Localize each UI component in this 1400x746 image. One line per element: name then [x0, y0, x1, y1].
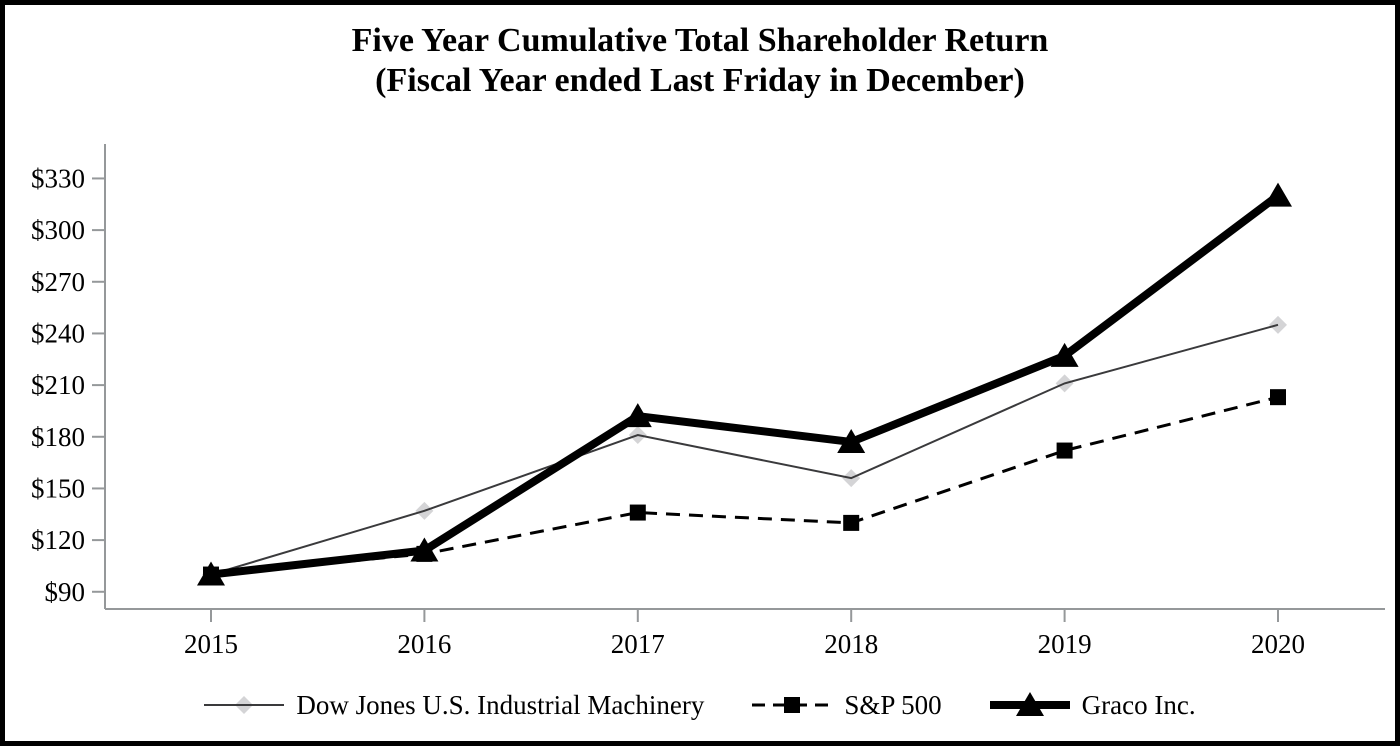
y-tick-label: $180	[31, 422, 85, 452]
legend-label-dow-jones-us-industrial-machinery: Dow Jones U.S. Industrial Machinery	[296, 689, 705, 720]
s-p-500-marker	[1270, 389, 1286, 406]
x-tick-label: 2019	[1038, 629, 1092, 659]
legend-label-graco-inc: Graco Inc.	[1081, 689, 1196, 720]
s-p-500-marker	[629, 504, 646, 521]
plot-area: $330 $300 $270 $240 $210 $180 $150 $120 $90 2015 2…	[31, 144, 1385, 659]
sp500-dashed-line-square-marker-icon	[752, 697, 833, 713]
graco-inc-line	[210, 192, 1281, 579]
series-graco-inc	[197, 182, 1292, 586]
x-tick-label: 2016	[397, 629, 451, 659]
y-tick-label: $330	[31, 163, 85, 193]
graco-inc-marker	[837, 428, 866, 453]
x-tick-label: 2018	[824, 629, 878, 659]
graco-thick-line-triangle-marker-icon	[989, 692, 1070, 716]
graco-inc-marker	[623, 403, 652, 428]
y-tick-label: $120	[31, 525, 85, 555]
x-tick-label: 2017	[611, 629, 665, 659]
graco-inc-marker	[197, 561, 225, 586]
graco-inc-marker	[1264, 182, 1292, 207]
legend-item-dow-jones-us-industrial-machinery: Dow Jones U.S. Industrial Machinery	[204, 687, 704, 723]
legend: Dow Jones U.S. Industrial Machinery S&P …	[5, 687, 1395, 723]
s-p-500-marker	[843, 514, 860, 531]
chart-title: Five Year Cumulative Total Shareholder R…	[5, 21, 1395, 101]
s-p-500-marker	[1056, 442, 1073, 459]
y-tick-label: $240	[31, 318, 85, 348]
graco-inc-marker	[1050, 342, 1079, 367]
y-tick-label: $210	[31, 370, 85, 400]
s-p-500-line	[210, 395, 1279, 577]
legend-item-graco-inc: Graco Inc.	[989, 687, 1196, 723]
x-tick-label: 2020	[1251, 629, 1305, 659]
y-tick-label: $150	[31, 473, 85, 503]
x-tick-label: 2015	[184, 629, 238, 659]
series-dow-jones-u-s-industrial-machinery	[202, 315, 1287, 584]
graco-inc-marker	[410, 537, 439, 562]
triangle-legend-marker	[1015, 692, 1044, 716]
square-legend-marker	[784, 697, 801, 713]
legend-label-sp-500: S&P 500	[844, 689, 942, 720]
y-tick-label: $270	[31, 267, 85, 297]
dow-jones-line-diamond-marker-icon	[204, 696, 285, 714]
y-tick-label: $90	[45, 577, 86, 607]
legend-item-sp-500: S&P 500	[752, 687, 942, 723]
dow-jones-u-s-industrial-machinery-line	[210, 323, 1279, 576]
chart-title-line-1: Five Year Cumulative Total Shareholder R…	[351, 22, 1049, 59]
y-tick-label: $300	[31, 215, 85, 245]
chart-title-line-2: (Fiscal Year ended Last Friday in Decemb…	[375, 62, 1025, 99]
